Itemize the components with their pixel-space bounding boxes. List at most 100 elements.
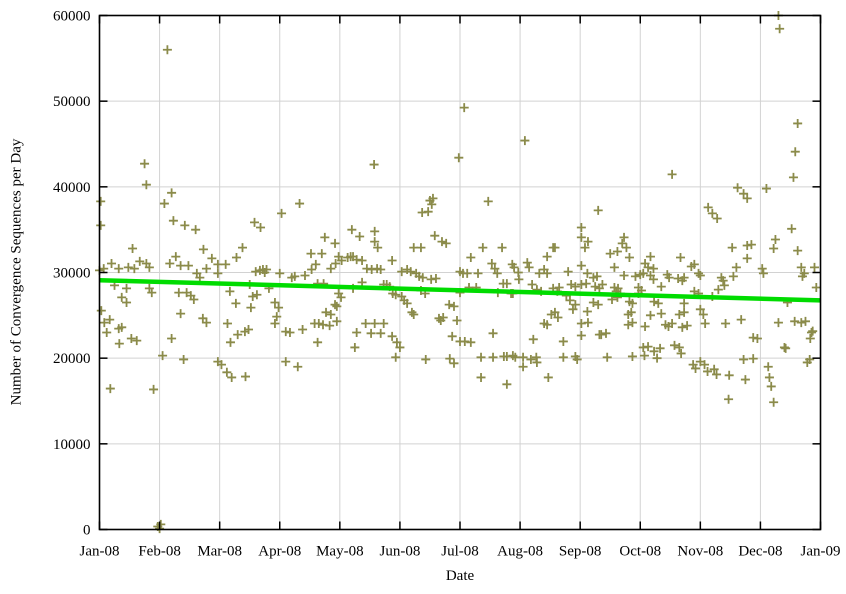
- scatter-point: [787, 224, 797, 234]
- scatter-point: [703, 202, 713, 212]
- scatter-point: [766, 381, 776, 391]
- scatter-point: [703, 366, 713, 376]
- scatter-point: [601, 328, 611, 338]
- scatter-point: [213, 259, 223, 269]
- scatter-point: [761, 184, 771, 194]
- scatter-point: [700, 360, 710, 370]
- x-tick-label: Jun-08: [379, 544, 420, 560]
- scatter-point: [445, 354, 455, 364]
- scatter-point: [566, 279, 576, 289]
- scatter-point: [379, 318, 389, 328]
- scatter-point: [158, 351, 168, 361]
- scatter-point: [570, 282, 580, 292]
- scatter-point: [407, 307, 417, 317]
- scatter-point: [689, 259, 699, 269]
- scatter-point: [225, 337, 235, 347]
- scatter-point: [788, 172, 798, 182]
- x-tick-label: Jul-08: [441, 544, 479, 560]
- scatter-point: [797, 271, 807, 281]
- scatter-point: [593, 205, 603, 215]
- scatter-point: [514, 274, 524, 284]
- scatter-point: [141, 180, 151, 190]
- scatter-point: [105, 315, 115, 325]
- x-axis-title: Date: [445, 568, 475, 584]
- scatter-point: [357, 256, 367, 266]
- scatter-point: [129, 264, 139, 274]
- scatter-point: [167, 333, 177, 343]
- scatter-point: [733, 183, 743, 193]
- scatter-point: [330, 300, 340, 310]
- scatter-point: [645, 310, 655, 320]
- scatter-point: [596, 330, 606, 340]
- scatter-point: [522, 258, 532, 268]
- scatter-point: [649, 346, 659, 356]
- scatter-point: [231, 253, 241, 263]
- scatter-point: [487, 259, 497, 269]
- scatter-point: [366, 328, 376, 338]
- x-tick-label: Jan-09: [801, 544, 841, 560]
- scatter-point: [638, 268, 648, 278]
- scatter-point: [655, 343, 665, 353]
- scatter-point: [96, 220, 106, 230]
- scatter-point: [490, 264, 500, 274]
- scatter-point: [168, 216, 178, 226]
- scatter-point: [431, 273, 441, 283]
- scatter-point: [676, 253, 686, 263]
- x-tick-label: Jan-08: [80, 544, 120, 560]
- scatter-point: [347, 225, 357, 235]
- scatter-point: [270, 297, 280, 307]
- scatter-point: [321, 307, 331, 317]
- scatter-point: [727, 243, 737, 253]
- scatter-point: [739, 189, 749, 199]
- scatter-point: [350, 342, 360, 352]
- scatter-point: [262, 265, 272, 275]
- scatter-point: [781, 343, 791, 353]
- scatter-point: [336, 292, 346, 302]
- x-tick-label: Nov-08: [677, 544, 723, 560]
- scatter-point: [274, 303, 284, 313]
- scatter-point: [667, 318, 677, 328]
- scatter-point: [752, 333, 762, 343]
- scatter-point: [171, 252, 181, 262]
- scatter-point: [476, 372, 486, 382]
- scatter-point: [449, 301, 459, 311]
- scatter-point: [576, 232, 586, 242]
- scatter-point: [156, 519, 166, 529]
- y-tick-label: 40000: [53, 180, 91, 196]
- scatter-point: [307, 265, 317, 275]
- scatter-point: [314, 318, 324, 328]
- scatter-point: [640, 321, 650, 331]
- scatter-point: [207, 253, 217, 263]
- scatter-point: [466, 337, 476, 347]
- scatter-point: [122, 297, 132, 307]
- scatter-point: [96, 196, 106, 206]
- scatter-point: [649, 297, 659, 307]
- scatter-point: [140, 159, 150, 169]
- scatter-point: [256, 223, 266, 233]
- scatter-point: [724, 370, 734, 380]
- scatter-point: [298, 324, 308, 334]
- scatter-point: [518, 362, 528, 372]
- scatter-point: [648, 264, 658, 274]
- scatter-point: [418, 273, 428, 283]
- scatter-point: [617, 238, 627, 248]
- scatter-point: [313, 337, 323, 347]
- scatter-point: [526, 354, 536, 364]
- x-tick-label: Aug-08: [497, 544, 543, 560]
- scatter-point: [452, 315, 462, 325]
- scatter-point: [656, 282, 666, 292]
- scatter-point: [588, 297, 598, 307]
- scatter-point: [623, 320, 633, 330]
- scatter-point: [667, 169, 677, 179]
- scatter-point: [107, 259, 117, 269]
- scatter-point: [739, 354, 749, 364]
- scatter-point: [746, 240, 756, 250]
- scatter-point: [416, 243, 426, 253]
- scatter-point: [736, 315, 746, 325]
- scatter-point: [597, 279, 607, 289]
- scatter-point: [542, 320, 552, 330]
- scatter-point: [285, 327, 295, 337]
- scatter-point: [769, 397, 779, 407]
- scatter-point: [99, 264, 109, 274]
- scatter-point: [627, 351, 637, 361]
